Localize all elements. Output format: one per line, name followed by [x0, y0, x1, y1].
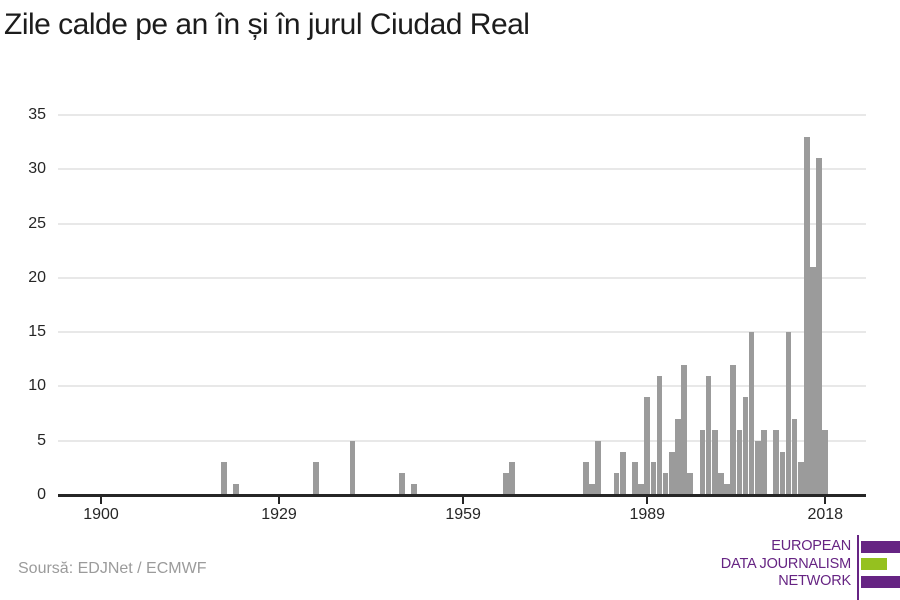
bar-2015: [804, 136, 810, 495]
bar-2003: [730, 364, 736, 495]
source-label: Soursă: EDJNet / ECMWF: [18, 560, 207, 577]
edjn-logo-wordmark: EUROPEAN DATA JOURNALISM NETWORK: [551, 538, 851, 591]
bar-1991: [656, 375, 663, 495]
bar-1999: [705, 375, 712, 495]
bar-1920: [220, 462, 227, 495]
bar-1985: [619, 451, 626, 495]
bar-2005: [742, 397, 749, 495]
bar-1988: [638, 484, 644, 495]
edjn-logo-line-2: DATA JOURNALISM: [720, 555, 851, 572]
x-axis-label: 1959: [445, 506, 481, 523]
edjn-logo-bar-bottom: [861, 576, 900, 588]
bar-1967: [509, 462, 516, 495]
bar-2002: [724, 484, 730, 495]
bar-1981: [595, 440, 601, 495]
bar-1987: [632, 462, 638, 495]
bar-1995: [681, 364, 687, 495]
bar-1922: [233, 484, 239, 495]
gridline: [58, 385, 866, 388]
bar-1935: [313, 462, 319, 495]
bar-2004: [736, 429, 743, 495]
x-axis-tick: [646, 497, 649, 504]
x-axis-label: 1900: [83, 506, 119, 523]
bar-2006: [748, 332, 755, 495]
bar-2012: [785, 332, 792, 495]
bar-2008: [761, 429, 767, 495]
bar-2001: [718, 473, 724, 495]
gridline: [58, 331, 866, 334]
bar-2010: [773, 429, 779, 495]
y-axis-label: 5: [37, 431, 46, 449]
edjn-logo-bar-top: [861, 541, 900, 553]
x-axis-tick: [100, 497, 102, 504]
x-axis-label: 2018: [807, 506, 844, 523]
bar-1951: [411, 484, 417, 495]
y-axis-label: 0: [37, 486, 46, 503]
x-axis-tick: [277, 497, 280, 504]
bar-1996: [687, 473, 694, 495]
x-axis-line: [58, 494, 866, 497]
bar-2013: [791, 419, 798, 495]
edjn-logo-line-1: EUROPEAN: [771, 538, 851, 554]
bar-2018: [822, 429, 829, 495]
bar-1984: [613, 473, 620, 495]
bar-1966: [503, 473, 509, 495]
bar-1990: [650, 462, 657, 495]
x-axis-label: 1929: [261, 506, 297, 523]
gridline: [58, 276, 866, 279]
y-axis-label: 20: [28, 268, 46, 286]
y-axis-label: 25: [28, 214, 46, 232]
x-axis-label: 1989: [629, 506, 666, 523]
bar-1992: [662, 473, 669, 495]
bar-1993: [669, 451, 675, 495]
bar-1949: [398, 473, 405, 495]
chart-title: Zile calde pe an în și în jurul Ciudad R…: [4, 8, 530, 41]
bar-2017: [816, 158, 822, 495]
bar-1994: [675, 419, 681, 495]
bar-2011: [779, 451, 786, 495]
y-axis-label: 30: [28, 160, 46, 178]
gridline: [58, 439, 866, 442]
bar-2014: [797, 462, 804, 495]
bar-1941: [349, 440, 356, 495]
x-axis-tick: [824, 497, 827, 504]
bar-2016: [810, 267, 816, 495]
gridline: [58, 114, 866, 116]
y-axis-label: 35: [28, 106, 46, 123]
bar-1989: [644, 397, 651, 495]
y-axis-label: 10: [28, 377, 46, 395]
bar-2007: [754, 440, 761, 495]
bar-2000: [711, 429, 718, 495]
edjn-logo-vertical-rule: [856, 535, 859, 600]
gridline: [58, 168, 866, 171]
edjn-logo-line-3: NETWORK: [778, 573, 851, 590]
gridline: [58, 222, 866, 225]
bar-1998: [699, 429, 706, 495]
bar-1979: [583, 462, 589, 495]
x-axis-tick: [462, 497, 465, 504]
edjn-logo-bar-middle: [861, 558, 887, 570]
bar-1980: [589, 484, 595, 495]
y-axis-label: 15: [28, 323, 46, 341]
